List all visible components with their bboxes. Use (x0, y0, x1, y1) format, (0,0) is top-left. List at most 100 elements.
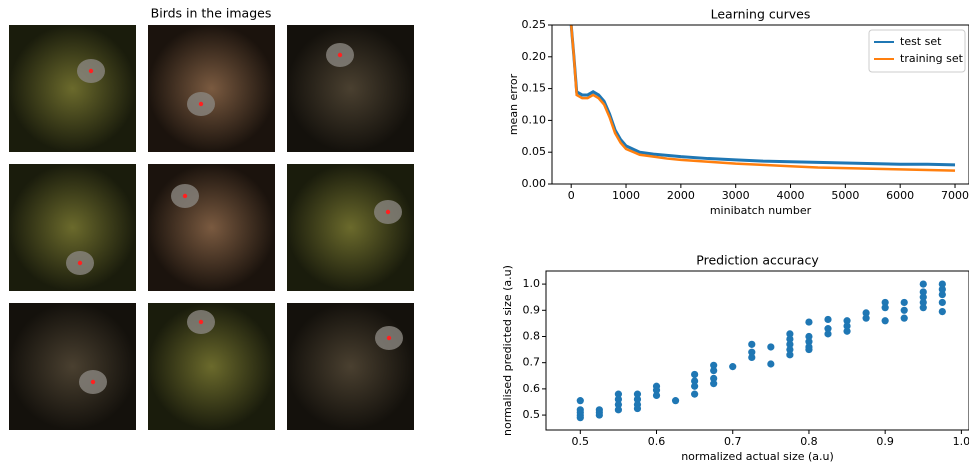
scatter-point (919, 280, 927, 288)
axes-frame (551, 24, 969, 185)
x-tick-label: 7000 (941, 189, 969, 202)
x-tick-label: 0.8 (800, 435, 818, 448)
scatter-point (843, 322, 851, 330)
scatter-point (824, 325, 832, 333)
scatter-point (862, 309, 870, 317)
scatter-point (633, 390, 642, 398)
x-tick-label: 6000 (886, 189, 914, 202)
scatter-point (729, 363, 737, 371)
bird-marker (198, 101, 204, 107)
scatter-point (881, 298, 889, 307)
bird-marker (88, 68, 94, 74)
image-tile (9, 25, 136, 152)
x-tick-label: 4000 (777, 189, 805, 202)
scatter-point (862, 314, 870, 322)
scatter-point (938, 298, 946, 307)
chart-title: Learning curves (711, 7, 811, 22)
scatter-point (843, 317, 851, 325)
y-tick-label: 0.15 (522, 82, 547, 95)
scatter-point (843, 327, 851, 335)
y-tick-label: 0.25 (522, 18, 547, 31)
scatter-point (938, 285, 946, 293)
image-tile (9, 303, 136, 430)
scatter-point (938, 280, 946, 288)
legend-label: training set (900, 52, 964, 65)
scatter-point (805, 338, 813, 346)
bird-marker (385, 209, 391, 215)
scatter-point (786, 340, 794, 348)
scatter-point (576, 414, 584, 422)
image-tile (287, 25, 414, 152)
y-axis-label: mean error (507, 73, 520, 135)
chart-title: Prediction accuracy (696, 253, 819, 268)
scatter-point (919, 298, 927, 307)
scatter-point (576, 397, 584, 405)
x-tick-label: 1.0 (953, 435, 969, 448)
y-tick-label: 0.00 (522, 177, 547, 190)
scatter-point (786, 330, 794, 338)
legend-box (868, 29, 966, 73)
scatter-point (748, 340, 756, 348)
x-axis-label: normalized actual size (a.u) (681, 450, 834, 463)
x-tick-label: 0 (568, 189, 575, 202)
scatter-point (633, 395, 642, 403)
image-tile (287, 164, 414, 291)
bird-marker (77, 260, 83, 266)
bird-marker (337, 52, 343, 58)
scatter-point (900, 298, 908, 307)
bird-marker (386, 335, 392, 341)
image-tile (287, 303, 414, 430)
scatter-point (767, 360, 775, 368)
image-tile (148, 25, 275, 152)
x-tick-label: 5000 (831, 189, 859, 202)
scatter-point (595, 411, 603, 419)
scatter-point (614, 390, 623, 398)
scatter-point (900, 314, 908, 322)
scatter-point (748, 348, 756, 356)
x-tick-label: 0.7 (724, 435, 742, 448)
y-tick-label: 0.7 (523, 356, 541, 369)
scatter-point (919, 293, 927, 301)
scatter-point (614, 395, 623, 403)
panel-title: Birds in the images (151, 6, 272, 21)
scatter-point (710, 380, 718, 388)
y-tick-label: 1.0 (523, 277, 541, 290)
scatter-point (691, 382, 699, 390)
scatter-point (786, 335, 794, 343)
scatter-point (786, 351, 794, 359)
scatter-point (671, 397, 680, 405)
scatter-point (652, 391, 661, 400)
y-axis-label: normalised predicted size (a.u) (501, 265, 514, 436)
scatter-point (614, 400, 623, 409)
y-tick-label: 0.8 (523, 329, 541, 342)
line-series (569, 25, 956, 167)
bird-marker (90, 379, 96, 385)
scatter-point (710, 361, 718, 369)
y-tick-label: 0.20 (522, 50, 547, 63)
bird-marker (182, 193, 188, 199)
scatter-point (919, 304, 927, 312)
scatter-point (786, 345, 794, 354)
scatter-point (691, 390, 699, 398)
scatter-point (938, 290, 946, 299)
scatter-point (805, 318, 813, 326)
scatter-point (881, 317, 889, 325)
scatter-point (633, 404, 642, 413)
line-series (569, 25, 956, 172)
scatter-point (805, 332, 813, 341)
scatter-point (691, 370, 699, 379)
axes-frame (545, 270, 969, 431)
scatter-point (900, 306, 908, 314)
x-tick-label: 2000 (667, 189, 695, 202)
bird-marker (198, 319, 204, 325)
x-tick-label: 1000 (612, 189, 640, 202)
x-tick-label: 0.6 (648, 435, 666, 448)
y-tick-label: 0.05 (522, 145, 547, 158)
y-tick-label: 0.10 (522, 113, 547, 126)
x-tick-label: 0.5 (572, 435, 590, 448)
scatter-point (710, 366, 718, 375)
scatter-point (691, 377, 699, 385)
scatter-point (710, 374, 718, 382)
scatter-point (614, 406, 623, 414)
